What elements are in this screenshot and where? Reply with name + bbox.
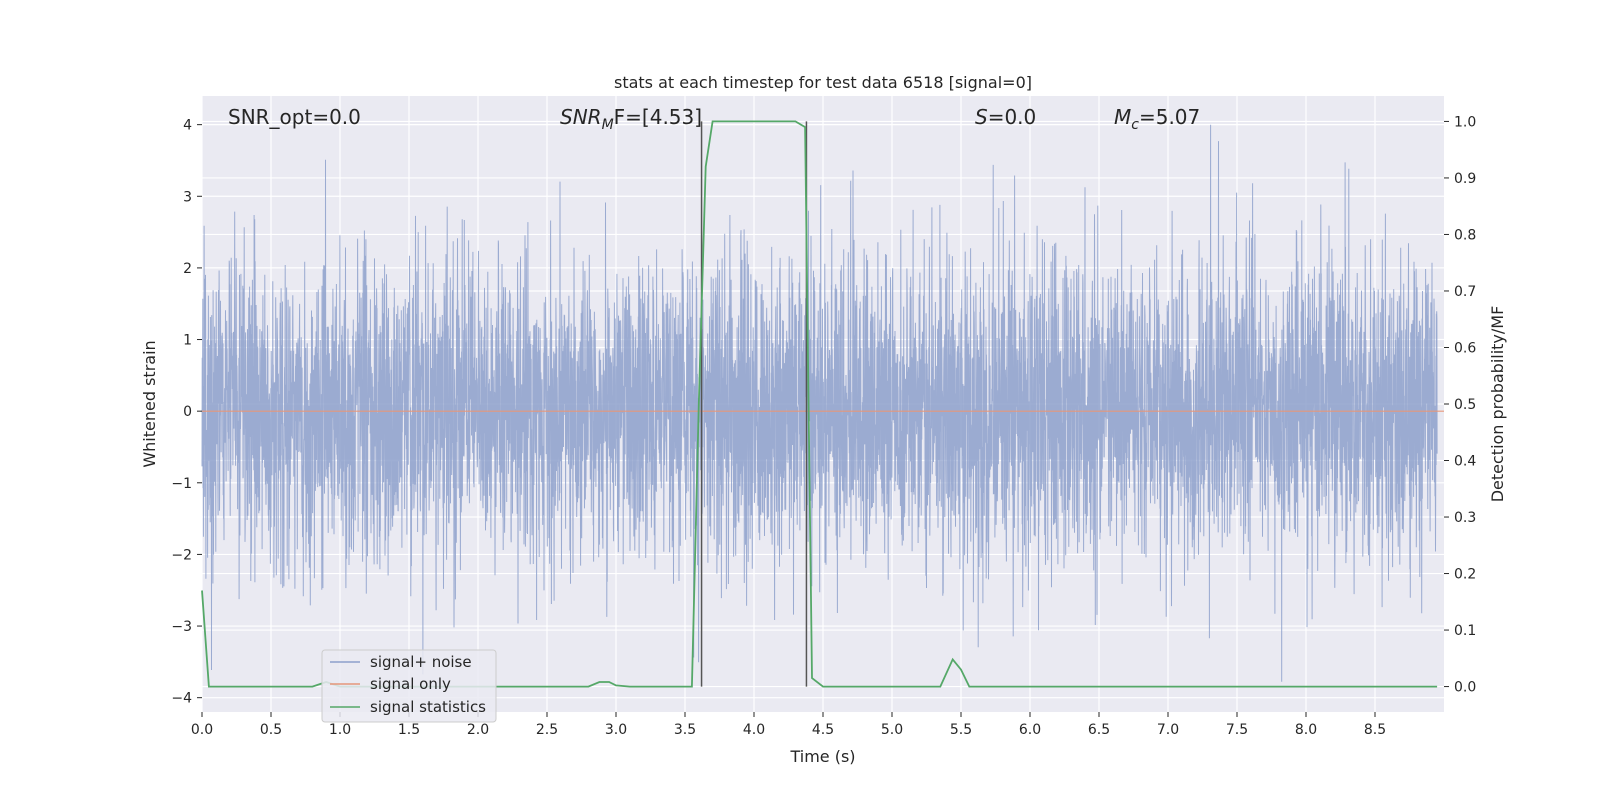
y-right-tick-label: 0.8	[1454, 227, 1476, 243]
annotation-mc: Mc=5.07	[1114, 105, 1200, 133]
y-right-tick-label: 0.3	[1454, 510, 1476, 526]
y-left-tick-label: −4	[171, 691, 192, 707]
y-left-tick-label: 3	[183, 189, 192, 205]
legend-box	[321, 649, 497, 723]
y-left-tick-label: 2	[183, 261, 192, 277]
y-left-tick-label: −2	[171, 547, 192, 563]
x-tick-label: 4.0	[743, 722, 765, 738]
x-tick-label: 3.5	[674, 722, 696, 738]
x-tick-label: 7.5	[1226, 722, 1248, 738]
axis-layer: 0.0 0.5 1.0 1.5 2.0 2.5 3.0 3.5 4.0 4.5 5.0 5.5 6.0 6…	[171, 114, 1476, 738]
annotation-snr-mf-tail: F=[4.53]	[614, 105, 702, 129]
x-tick-label: 6.5	[1088, 722, 1110, 738]
y-right-tick-label: 0.2	[1454, 567, 1476, 583]
x-tick-label: 8.5	[1364, 722, 1386, 738]
x-tick-label: 2.5	[536, 722, 558, 738]
y-left-tick-label: −3	[171, 619, 192, 635]
y-right-tick-label: 0.1	[1454, 623, 1476, 639]
annotation-snr-opt: SNR_opt=0.0	[228, 105, 361, 129]
legend-label-signal-statistics: signal statistics	[370, 698, 486, 716]
annotation-mc-base: M	[1114, 105, 1131, 129]
x-tick-label: 6.0	[1019, 722, 1041, 738]
x-tick-label: 0.5	[260, 722, 282, 738]
x-tick-label: 5.0	[881, 722, 903, 738]
x-tick-label: 8.0	[1295, 722, 1317, 738]
annotation-s: S=0.0	[975, 105, 1036, 129]
annotation-mc-sub: c	[1131, 117, 1139, 133]
annotation-mc-tail: =5.07	[1139, 105, 1200, 129]
x-tick-label: 4.5	[812, 722, 834, 738]
y-right-tick-label: 0.9	[1454, 171, 1476, 187]
legend-label-signal-only: signal only	[370, 675, 451, 693]
x-axis-label: Time (s)	[789, 747, 855, 766]
y-right-tick-label: 0.7	[1454, 284, 1476, 300]
x-tick-label: 5.5	[950, 722, 972, 738]
chart-title: stats at each timestep for test data 651…	[614, 73, 1032, 92]
y-left-tick-label: 1	[183, 333, 192, 349]
y-right-tick-label: 1.0	[1454, 114, 1476, 130]
noise-layer	[201, 124, 1438, 682]
x-tick-label: 1.0	[329, 722, 351, 738]
x-tick-label: 3.0	[605, 722, 627, 738]
legend-label-signal-noise: signal+ noise	[370, 653, 472, 671]
annotation-snr-mf-sub: M	[602, 117, 614, 133]
x-tick-label: 0.0	[191, 722, 213, 738]
legend: signal+ noise signal only signal statist…	[321, 649, 497, 723]
y-right-tick-label: 0.6	[1454, 340, 1476, 356]
y-right-tick-label: 0.0	[1454, 680, 1476, 696]
annotation-s-base: S	[975, 105, 988, 129]
y-right-tick-label: 0.5	[1454, 397, 1476, 413]
annotation-s-tail: =0.0	[988, 105, 1037, 129]
y-axis-left-label: Whitened strain	[140, 340, 159, 467]
series-signal-noise-line	[201, 124, 1438, 682]
annotation-snr-mf: SNRMF=[4.53]	[560, 105, 702, 133]
x-tick-label: 2.0	[467, 722, 489, 738]
annotation-snr-mf-base: SNR	[560, 105, 602, 129]
y-left-tick-label: 4	[183, 118, 192, 134]
y-right-tick-label: 0.4	[1454, 454, 1476, 470]
y-left-tick-label: 0	[183, 404, 192, 420]
y-left-tick-label: −1	[171, 476, 192, 492]
x-tick-label: 7.0	[1157, 722, 1179, 738]
y-axis-right-label: Detection probability/MF	[1488, 306, 1507, 503]
x-tick-label: 1.5	[398, 722, 420, 738]
